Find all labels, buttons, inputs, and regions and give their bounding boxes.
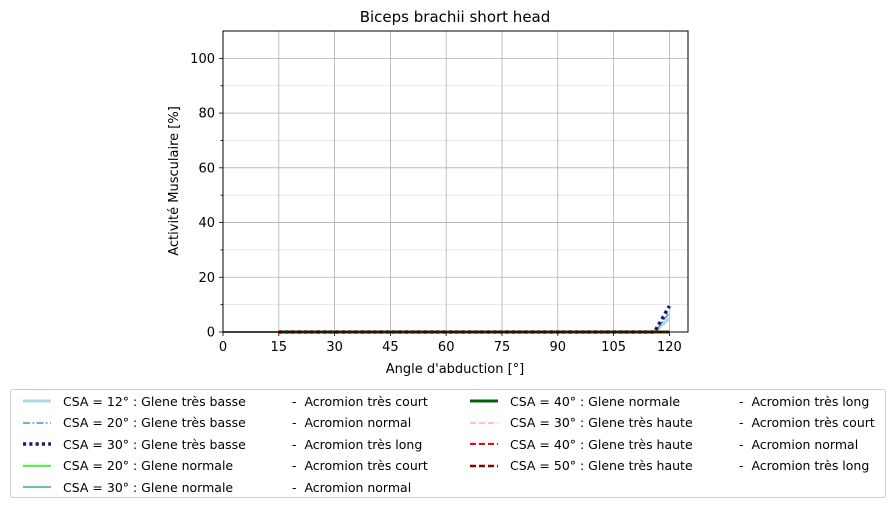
legend-item: CSA = 40° : Glene très haute - Acromion n…	[468, 434, 858, 454]
legend-label-acromion: - Acromion très long	[739, 393, 870, 409]
legend-label: CSA = 40° : Glene normale	[510, 393, 681, 409]
y-tick-label: 100	[190, 52, 215, 67]
legend-item: CSA = 50° : Glene très haute - Acromion t…	[468, 456, 869, 476]
legend-label: CSA = 20° : Glene normale	[63, 458, 234, 473]
legend-item: CSA = 12° : Glene très basse - Acromion t…	[21, 391, 428, 411]
x-tick-label: 15	[271, 340, 288, 355]
legend-item: CSA = 20° : Glene très basse - Acromion n…	[21, 413, 411, 433]
legend-label-acromion: - Acromion normal	[739, 436, 859, 452]
legend-label: CSA = 40° : Glene très haute	[510, 436, 693, 452]
series-line-3	[278, 305, 671, 334]
series-line-1	[278, 317, 671, 334]
legend-swatch	[23, 464, 51, 467]
legend-item: CSA = 30° : Glene normale - Acromion norm…	[21, 477, 411, 497]
legend-swatch	[23, 421, 51, 424]
legend-label-acromion: - Acromion très long	[739, 458, 870, 473]
legend-item: CSA = 20° : Glene normale - Acromion très…	[21, 456, 428, 476]
x-tick-label: 45	[382, 340, 399, 355]
x-tick-label: 90	[550, 340, 567, 355]
legend-label-acromion: - Acromion très court	[292, 458, 428, 473]
legend-swatch	[470, 421, 498, 424]
legend-swatch	[23, 486, 51, 488]
x-axis-label: Angle d'abduction [°]	[386, 362, 525, 377]
x-tick-label: 75	[494, 340, 511, 355]
legend-swatch	[470, 443, 498, 445]
legend-swatch	[23, 442, 51, 446]
legend-label: CSA = 50° : Glene très haute	[510, 458, 693, 473]
legend-label: CSA = 30° : Glene très basse	[63, 436, 246, 452]
legend-label: CSA = 30° : Glene normale	[63, 479, 234, 495]
x-tick-label: 105	[601, 340, 626, 355]
y-tick-label: 60	[198, 161, 215, 176]
y-axis: 0 20 40 60 80 100	[190, 52, 223, 341]
chart: Biceps brachii short head 0 15 30 45 60 75 90 1…	[167, 8, 689, 377]
x-axis: 0 15 30 45 60 75 90 105 120	[219, 332, 682, 355]
legend-label-acromion: - Acromion très court	[292, 393, 428, 409]
y-axis-label: Activité Musculaire [%]	[167, 106, 182, 256]
legend-label-acromion: - Acromion normal	[292, 479, 412, 495]
legend-item: CSA = 40° : Glene normale - Acromion très…	[468, 391, 869, 411]
x-tick-label: 30	[326, 340, 343, 355]
legend-label-acromion: - Acromion très long	[292, 436, 423, 452]
legend-label-acromion: - Acromion normal	[292, 415, 412, 430]
x-tick-label: 0	[219, 340, 227, 355]
x-tick-label: 120	[657, 340, 682, 355]
legend-label: CSA = 12° : Glene très basse	[63, 393, 246, 409]
legend-item: CSA = 30° : Glene très haute - Acromion t…	[468, 413, 875, 433]
y-tick-label: 80	[198, 107, 215, 122]
y-tick-label: 0	[207, 326, 215, 341]
legend-label-acromion: - Acromion très court	[739, 415, 875, 430]
legend: CSA = 12° : Glene très basse - Acromion t…	[10, 389, 886, 498]
chart-title: Biceps brachii short head	[360, 8, 551, 26]
legend-swatch	[23, 399, 51, 403]
grid	[222, 31, 688, 333]
legend-label: CSA = 20° : Glene très basse	[63, 415, 246, 430]
legend-item: CSA = 30° : Glene très basse - Acromion t…	[21, 434, 422, 454]
y-tick-label: 20	[198, 271, 215, 286]
legend-swatch	[470, 464, 498, 467]
x-tick-label: 60	[438, 340, 455, 355]
y-tick-label: 40	[198, 216, 215, 231]
plot-frame	[222, 30, 689, 333]
legend-swatch	[470, 399, 498, 403]
series-line-2	[278, 312, 670, 333]
legend-label: CSA = 30° : Glene très haute	[510, 415, 693, 430]
